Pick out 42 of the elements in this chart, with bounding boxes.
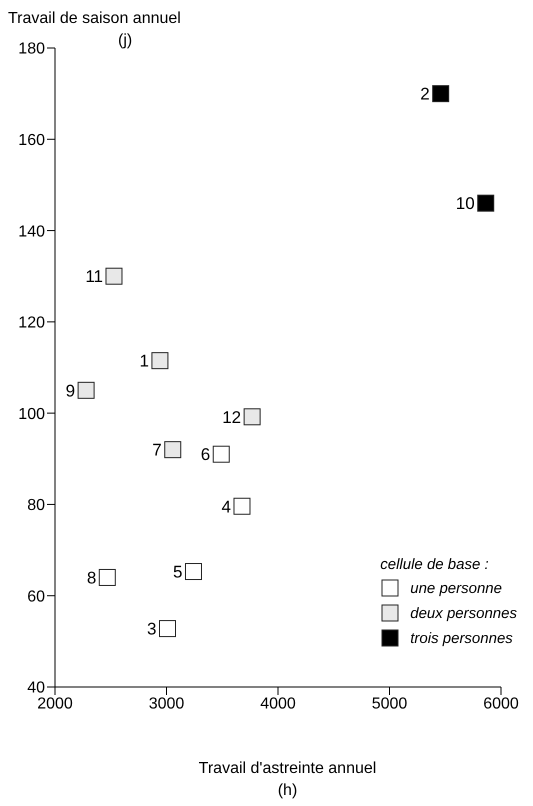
y-tick-label: 140 (18, 223, 46, 240)
legend-label: deux personnes (410, 604, 517, 622)
y-tick-label: 60 (27, 588, 46, 606)
x-tick-label: 3000 (148, 695, 184, 712)
point (184, 563, 202, 580)
point (212, 446, 230, 463)
annotation: 3 (147, 620, 157, 639)
annotation: 2 (420, 84, 430, 104)
point (233, 498, 250, 515)
y-tick-label: 40 (27, 680, 46, 697)
annotation: 5 (173, 562, 182, 582)
y-tick-label: 160 (18, 132, 46, 149)
x-tick-label: 2000 (37, 695, 73, 712)
legend-label: une personne (410, 580, 502, 596)
x-tick-label: 6000 (483, 695, 519, 712)
x-axis-title: Travail d'astreinte annuel (h) (198, 759, 378, 801)
y-tick-label: 180 (18, 40, 46, 58)
y-tick-label: 100 (18, 406, 46, 423)
annotation: 10 (456, 194, 475, 214)
legend-label: trois personnes (410, 630, 513, 646)
x-tick-label: 5000 (372, 695, 408, 712)
x-tick-label: 4000 (260, 695, 296, 712)
annotation: 7 (152, 440, 162, 460)
annotation: 8 (86, 568, 96, 588)
point (159, 620, 176, 638)
y-tick-label: 120 (18, 314, 46, 332)
annotation: 6 (200, 445, 210, 464)
point (78, 382, 95, 399)
point (105, 268, 122, 285)
point (432, 85, 450, 102)
annotation: 9 (66, 381, 76, 400)
point (477, 194, 494, 212)
annotation: 1 (139, 352, 149, 371)
annotation: 4 (222, 497, 231, 516)
legend-title: cellule de base : (380, 556, 490, 573)
y-tick-label: 80 (27, 497, 46, 514)
point (98, 568, 116, 586)
annotation: 11 (85, 267, 103, 286)
point (164, 441, 182, 458)
point (244, 408, 261, 426)
annotation: 12 (222, 408, 242, 427)
point (151, 352, 168, 370)
